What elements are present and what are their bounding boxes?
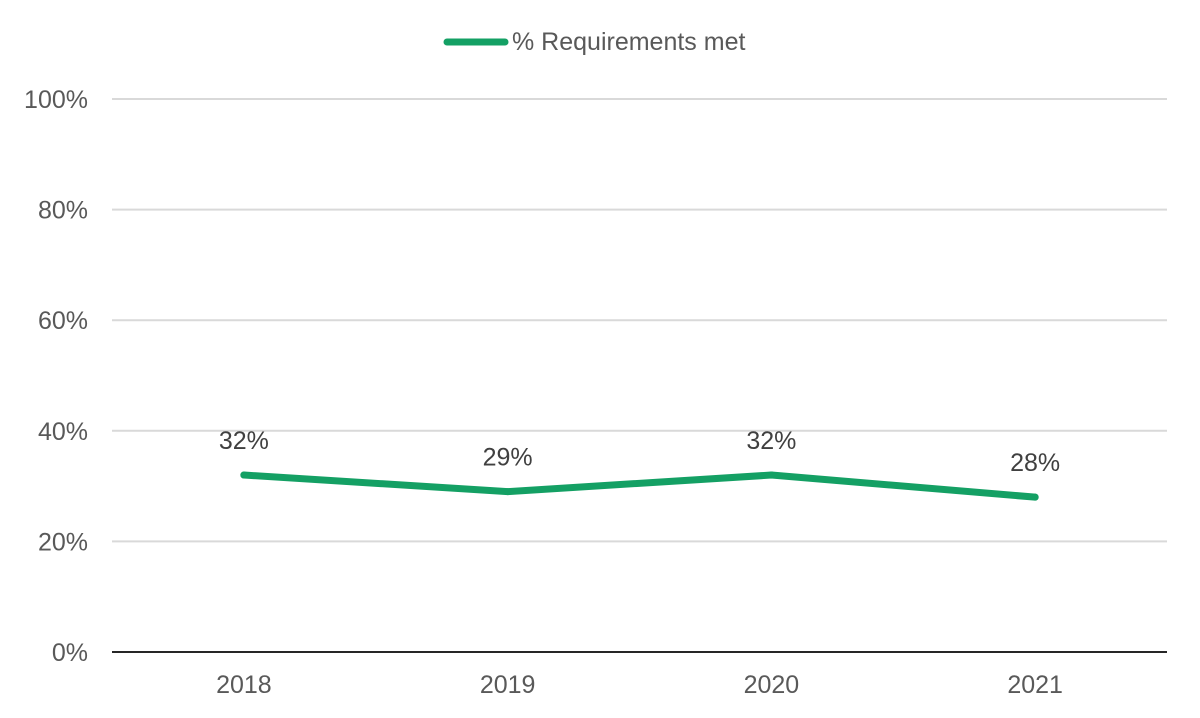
series-requirements-met	[240, 471, 1039, 501]
data-label: 32%	[219, 427, 269, 455]
y-tick-label: 60%	[38, 307, 88, 335]
data-label: 28%	[1010, 449, 1060, 477]
data-labels: 32% 29% 32% 28%	[219, 427, 1060, 477]
y-tick-label: 40%	[38, 418, 88, 446]
gridlines	[112, 98, 1167, 653]
y-tick-label: 0%	[52, 639, 88, 667]
data-point	[240, 471, 248, 479]
y-axis-tick-labels: 0% 20% 40% 60% 80% 100%	[24, 86, 88, 667]
data-point	[767, 471, 775, 479]
x-tick-label: 2020	[744, 671, 800, 699]
y-tick-label: 100%	[24, 86, 88, 114]
x-tick-label: 2018	[216, 671, 272, 699]
y-tick-label: 20%	[38, 528, 88, 556]
data-label: 29%	[483, 444, 533, 472]
series-line	[240, 471, 1039, 501]
data-point	[504, 488, 512, 496]
legend-label-requirements-met: % Requirements met	[512, 28, 745, 56]
x-axis-tick-labels: 2018 2019 2020 2021	[216, 671, 1063, 699]
data-label: 32%	[746, 427, 796, 455]
data-point	[1031, 493, 1039, 501]
y-tick-label: 80%	[38, 197, 88, 225]
x-tick-label: 2019	[480, 671, 536, 699]
x-tick-label: 2021	[1007, 671, 1063, 699]
legend: % Requirements met	[443, 28, 745, 56]
